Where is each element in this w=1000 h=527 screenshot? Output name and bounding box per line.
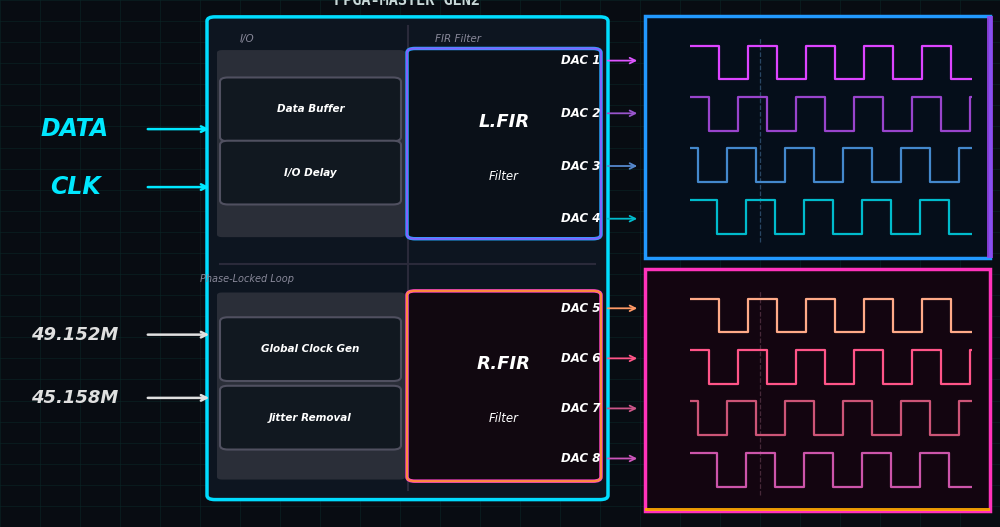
Bar: [645, 16, 990, 258]
Text: DAC 5: DAC 5: [561, 302, 600, 315]
Text: DAC 1: DAC 1: [561, 54, 600, 67]
Bar: [645, 269, 990, 511]
FancyBboxPatch shape: [220, 386, 401, 450]
Text: Data Buffer: Data Buffer: [277, 104, 344, 114]
FancyBboxPatch shape: [217, 50, 405, 237]
FancyBboxPatch shape: [217, 292, 405, 480]
Text: DAC 2: DAC 2: [561, 107, 600, 120]
Text: FIR Filter: FIR Filter: [435, 34, 481, 44]
Text: I/O: I/O: [240, 34, 255, 44]
Text: R.FIR: R.FIR: [477, 355, 531, 373]
FancyBboxPatch shape: [220, 317, 401, 381]
Text: DAC 4: DAC 4: [561, 212, 600, 225]
Text: I/O Delay: I/O Delay: [284, 168, 337, 178]
Text: Global Clock Gen: Global Clock Gen: [261, 344, 360, 354]
Text: DAC 6: DAC 6: [561, 352, 600, 365]
Text: Phase-Locked Loop: Phase-Locked Loop: [200, 274, 294, 284]
Bar: [645, 508, 990, 511]
Text: L.FIR: L.FIR: [478, 113, 530, 131]
Text: 49.152M: 49.152M: [31, 326, 119, 344]
Text: Filter: Filter: [489, 412, 519, 425]
Bar: [987, 16, 993, 258]
Text: DAC 3: DAC 3: [561, 160, 600, 172]
Text: DAC 8: DAC 8: [561, 452, 600, 465]
FancyBboxPatch shape: [407, 291, 601, 481]
FancyBboxPatch shape: [220, 141, 401, 204]
Text: Filter: Filter: [489, 170, 519, 183]
FancyBboxPatch shape: [407, 48, 601, 239]
FancyBboxPatch shape: [220, 77, 401, 141]
Text: DAC 7: DAC 7: [561, 402, 600, 415]
Text: 45.158M: 45.158M: [31, 389, 119, 407]
Text: Jitter Removal: Jitter Removal: [269, 413, 352, 423]
Text: DATA: DATA: [41, 117, 109, 141]
Text: FPGA-MASTER GEN2: FPGA-MASTER GEN2: [334, 0, 480, 8]
Text: CLK: CLK: [50, 175, 100, 199]
FancyBboxPatch shape: [207, 17, 608, 500]
